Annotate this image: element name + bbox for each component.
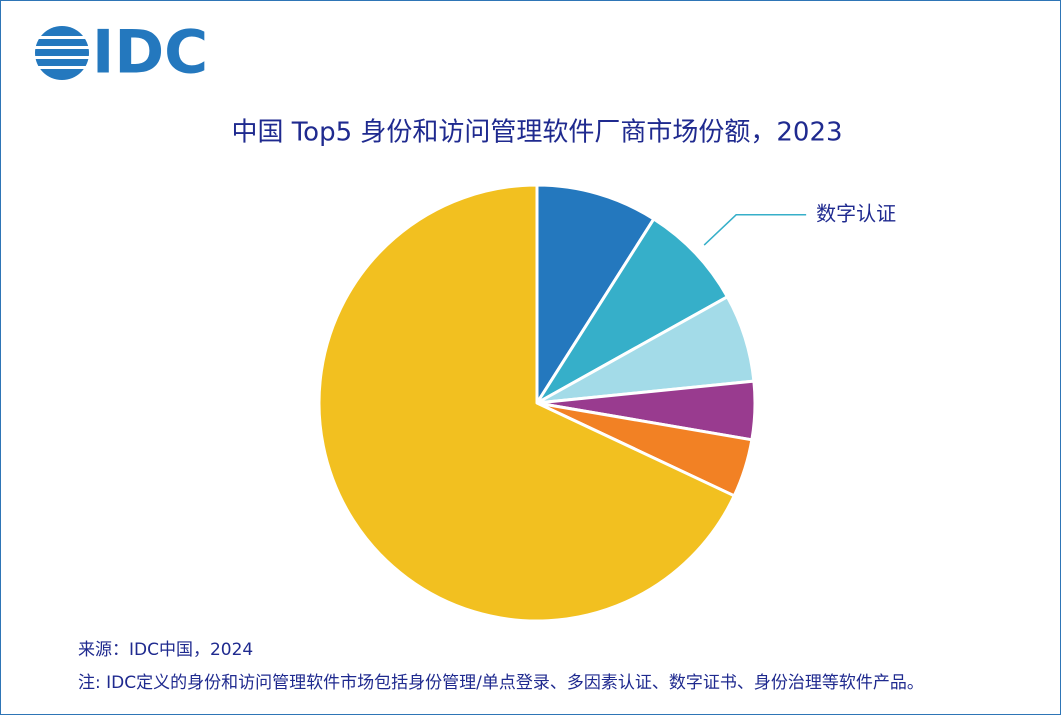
- pie-slice: [317, 183, 736, 623]
- source: 来源：IDC中国，2024: [78, 640, 253, 660]
- pie-slice: [535, 217, 729, 405]
- logo-text: IDC: [92, 18, 208, 88]
- leader-line: [703, 214, 807, 246]
- pie-slice: [535, 183, 656, 405]
- logo-mark: [34, 26, 90, 80]
- slice-label: 数字认证: [816, 201, 896, 225]
- chart-title: 中国 Top5 身份和访问管理软件厂商市场份额，2023: [231, 118, 842, 148]
- note: 注: IDC定义的身份和访问管理软件市场包括身份管理/单点登录、多因素认证、数字…: [78, 673, 924, 693]
